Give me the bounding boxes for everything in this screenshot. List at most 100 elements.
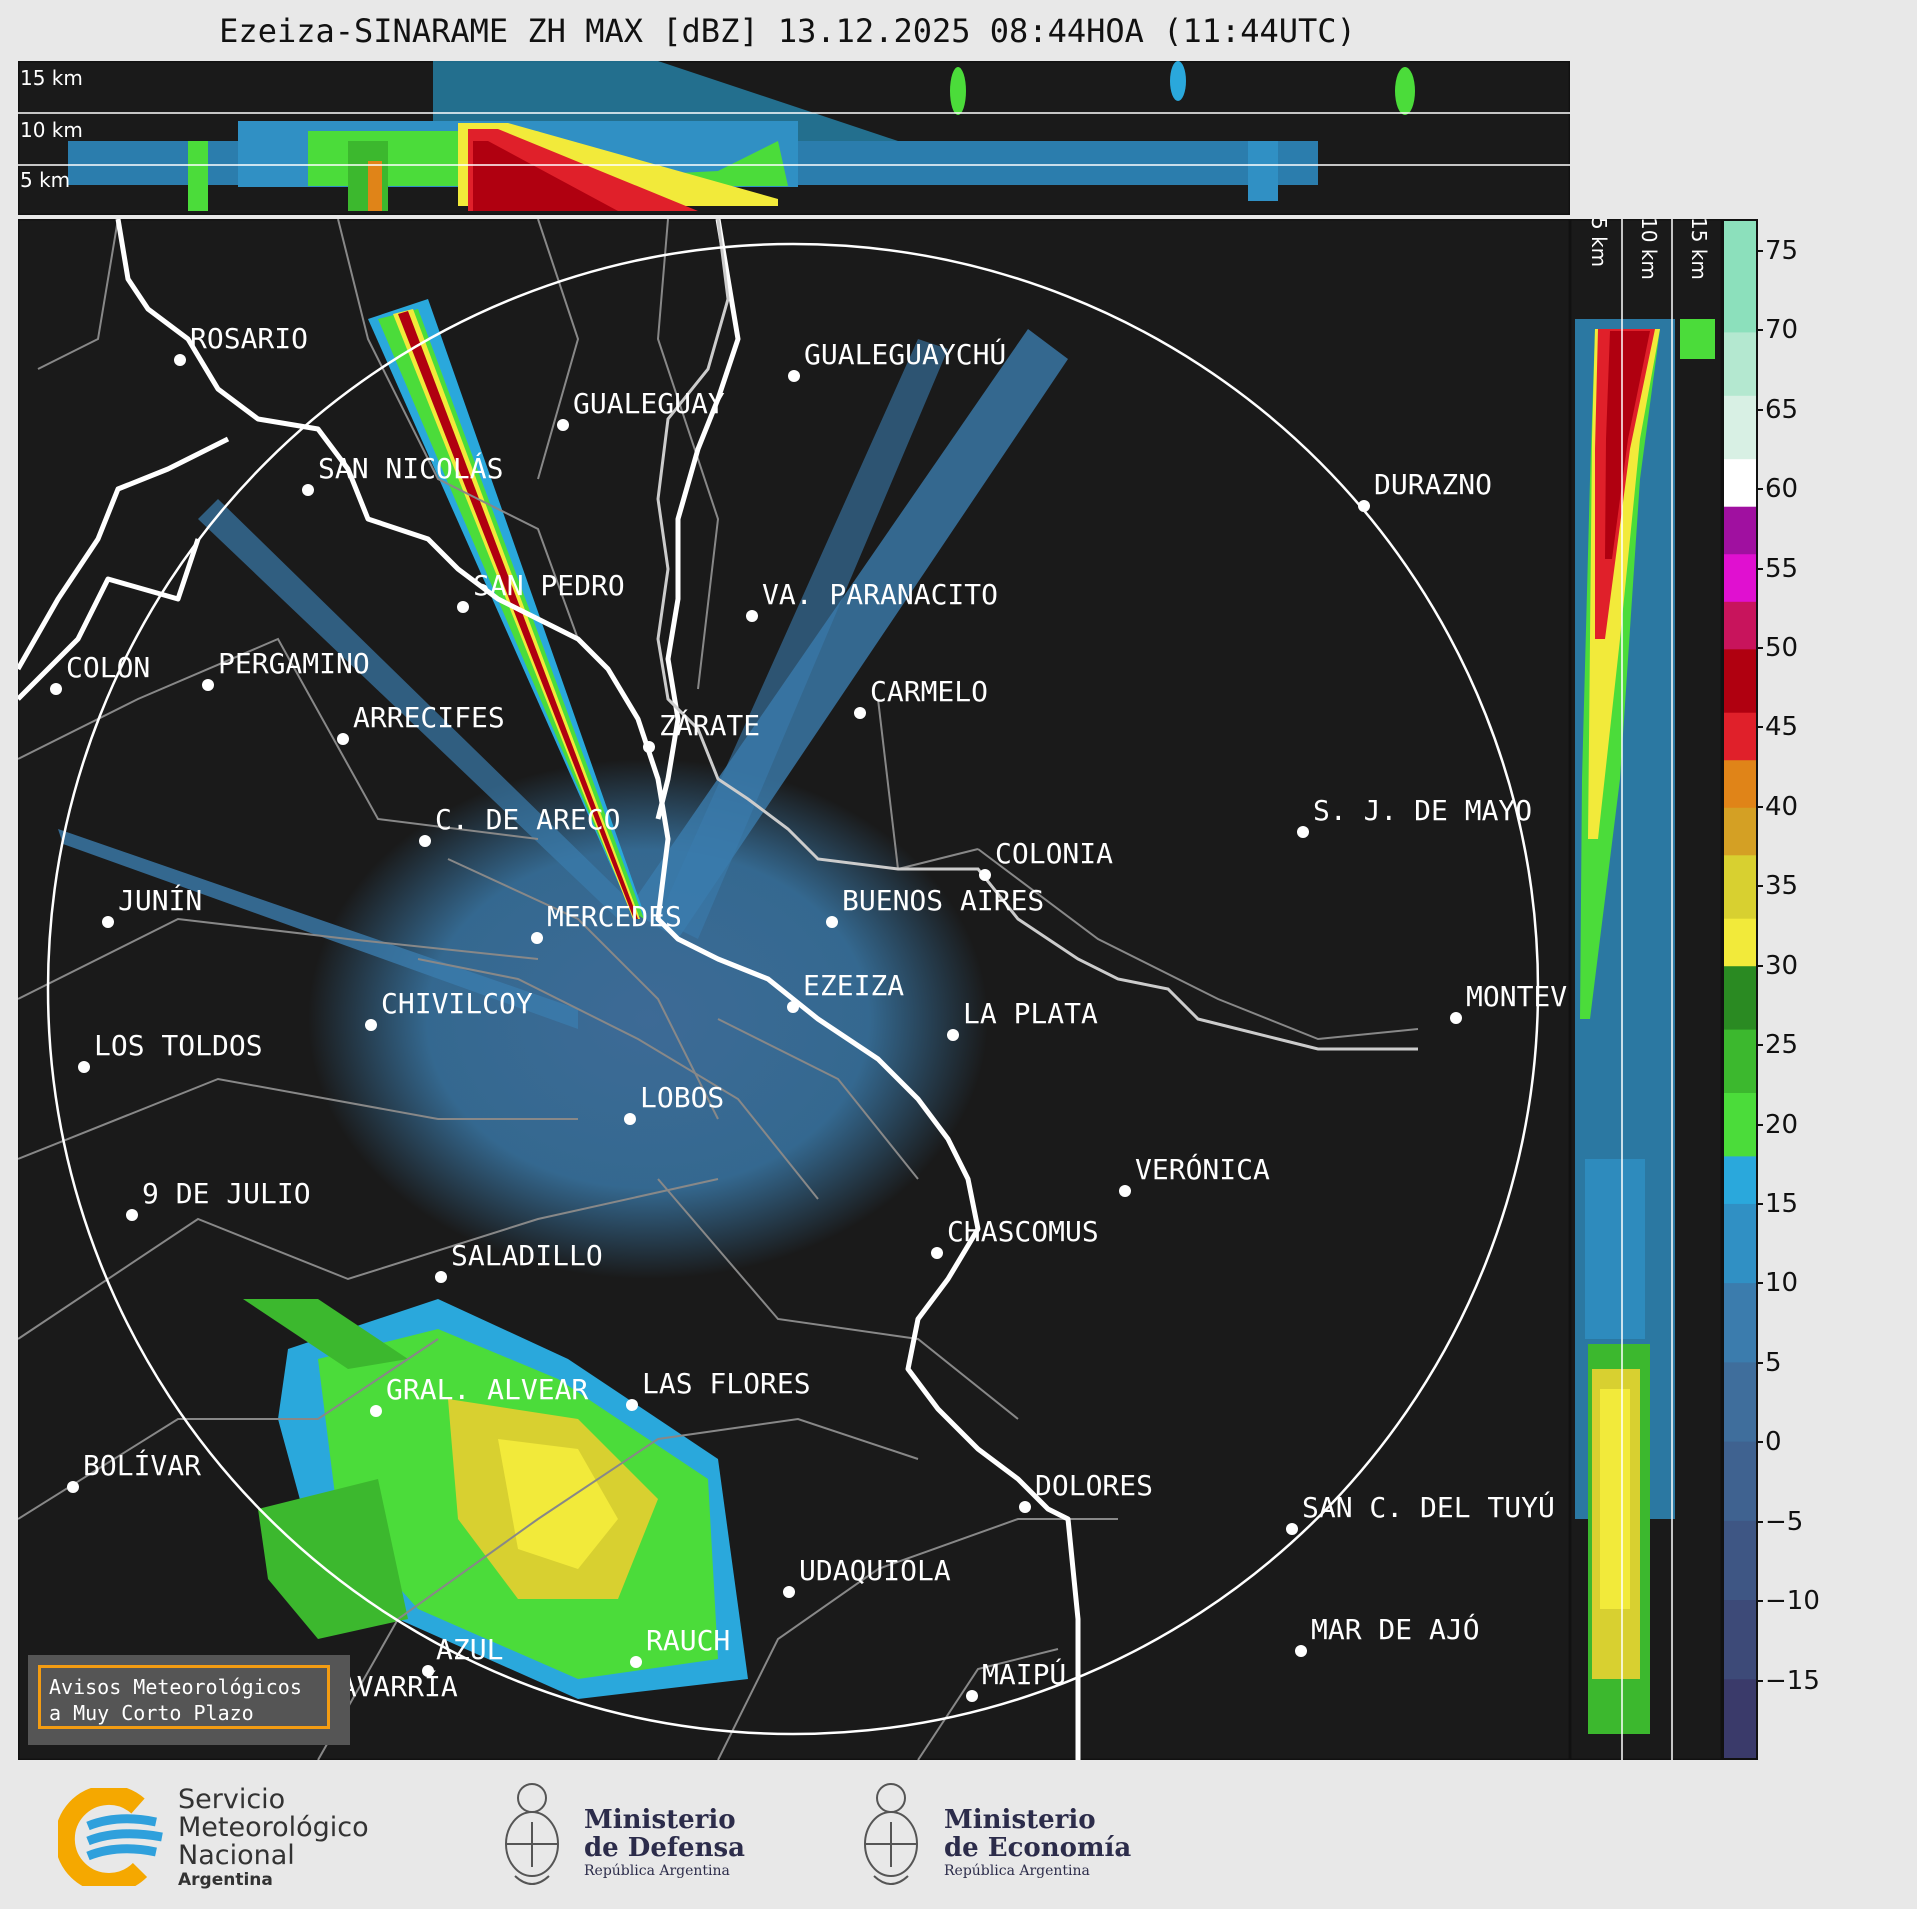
smn-line-3: Nacional bbox=[178, 1840, 295, 1871]
economia-line-2: de Economía bbox=[944, 1833, 1132, 1863]
svg-text:ZÁRATE: ZÁRATE bbox=[659, 708, 760, 742]
colorbar-tick-label: 30 bbox=[1765, 950, 1799, 981]
colorbar-band bbox=[1724, 1441, 1756, 1521]
smn-line-2: Meteorológico bbox=[178, 1812, 369, 1843]
svg-text:MONTEV: MONTEV bbox=[1466, 980, 1567, 1013]
colorbar-tick-label: 45 bbox=[1765, 712, 1799, 743]
colorbar-tick-label: 75 bbox=[1765, 235, 1799, 266]
economia-logo-text: Ministerio de Economía República Argenti… bbox=[944, 1806, 1131, 1880]
svg-text:SAN NICOLÁS: SAN NICOLÁS bbox=[318, 451, 503, 485]
svg-text:UDAQUIOLA: UDAQUIOLA bbox=[799, 1554, 951, 1587]
city-los-toldos: LOS TOLDOS bbox=[78, 1029, 263, 1073]
colorbar-tick bbox=[1757, 1361, 1763, 1364]
rio-de-la-plata-coast bbox=[656, 219, 1418, 1051]
coastlines bbox=[18, 219, 1081, 1760]
colorbar-band bbox=[1724, 506, 1756, 555]
vertical-label-5km: 5 km bbox=[1587, 219, 1611, 267]
city-9-de-julio: 9 DE JULIO bbox=[126, 1177, 311, 1221]
colorbar-band bbox=[1724, 553, 1756, 602]
colorbar-tick bbox=[1757, 1202, 1763, 1205]
city-ezeiza: EZEIZA bbox=[787, 969, 904, 1013]
svg-text:CARMELO: CARMELO bbox=[870, 675, 988, 708]
smn-logo-text: Servicio Meteorológico Nacional Argentin… bbox=[178, 1786, 369, 1891]
colorbar-tick bbox=[1757, 964, 1763, 967]
aviso-line-1: Avisos Meteorológicos bbox=[49, 1675, 302, 1699]
colorbar-tick-label: 35 bbox=[1765, 871, 1799, 902]
city-carmelo: CARMELO bbox=[854, 675, 988, 719]
aviso-box[interactable]: Avisos Meteorológicos a Muy Corto Plazo bbox=[28, 1655, 350, 1745]
svg-text:ROSARIO: ROSARIO bbox=[190, 322, 308, 355]
colorbar-band bbox=[1724, 1029, 1756, 1093]
svg-text:JUNÍN: JUNÍN bbox=[118, 883, 202, 917]
colorbar-band bbox=[1724, 221, 1756, 333]
colorbar-tick bbox=[1757, 1520, 1763, 1523]
defensa-line-3: República Argentina bbox=[584, 1863, 730, 1879]
height-label-10km: 10 km bbox=[20, 118, 83, 142]
colorbar-band bbox=[1724, 395, 1756, 460]
svg-text:ARRECIFES: ARRECIFES bbox=[353, 701, 505, 734]
svg-text:LOBOS: LOBOS bbox=[640, 1081, 724, 1114]
colorbar-tick bbox=[1757, 1044, 1763, 1047]
svg-text:LA PLATA: LA PLATA bbox=[963, 997, 1098, 1030]
svg-text:DURAZNO: DURAZNO bbox=[1374, 468, 1492, 501]
city-mar-de-ajo: MAR DE AJÓ bbox=[1295, 1612, 1480, 1657]
colorbar-band bbox=[1724, 1155, 1756, 1204]
smn-logo-icon bbox=[58, 1788, 163, 1886]
city-las-flores: LAS FLORES bbox=[626, 1367, 811, 1411]
svg-text:9 DE JULIO: 9 DE JULIO bbox=[142, 1177, 311, 1210]
colorbar-band bbox=[1724, 712, 1756, 761]
city-sj-de-mayo: S. J. DE MAYO bbox=[1297, 794, 1532, 838]
svg-text:S. J. DE MAYO: S. J. DE MAYO bbox=[1313, 794, 1532, 827]
colorbar-band bbox=[1724, 331, 1756, 396]
city-mercedes: MERCEDES bbox=[531, 900, 682, 944]
colorbar-tick-label: 50 bbox=[1765, 632, 1799, 663]
colorbar-tick bbox=[1757, 567, 1763, 570]
colorbar-tick bbox=[1757, 1441, 1763, 1444]
svg-text:CHIVILCOY: CHIVILCOY bbox=[381, 987, 533, 1020]
colorbar-tick bbox=[1757, 329, 1763, 332]
colorbar-band bbox=[1724, 965, 1756, 1030]
colorbar-tick bbox=[1757, 1123, 1763, 1126]
coat-of-arms-icon bbox=[864, 1783, 918, 1885]
aviso-link[interactable]: Avisos Meteorológicos a Muy Corto Plazo bbox=[38, 1665, 330, 1729]
colorbar-tick-label: 5 bbox=[1765, 1347, 1782, 1378]
right-height-profile: 5 km 10 km 15 km bbox=[1570, 219, 1722, 1760]
colorbar-band bbox=[1724, 1203, 1756, 1284]
svg-text:DOLORES: DOLORES bbox=[1035, 1469, 1153, 1502]
svg-text:RAUCH: RAUCH bbox=[646, 1624, 730, 1657]
city-va-paranacito: VA. PARANACITO bbox=[746, 578, 998, 622]
top-profile-echoes bbox=[68, 61, 1415, 211]
city-zarate: ZÁRATE bbox=[643, 708, 760, 753]
smn-line-4: Argentina bbox=[178, 1870, 273, 1890]
colorbar-band bbox=[1724, 1092, 1756, 1157]
city-azul: AZUL bbox=[422, 1633, 503, 1677]
colorbar-band bbox=[1724, 807, 1756, 856]
radar-map[interactable]: ROSARIO GUALEGUAYCHÚ GUALEGUAY SAN NICOL… bbox=[18, 219, 1570, 1760]
colorbar-band bbox=[1724, 1678, 1756, 1758]
colorbar-tick bbox=[1757, 885, 1763, 888]
city-gualeguaychu: GUALEGUAYCHÚ bbox=[788, 337, 1006, 382]
svg-text:CHASCOMUS: CHASCOMUS bbox=[947, 1215, 1099, 1248]
svg-text:VERÓNICA: VERÓNICA bbox=[1135, 1152, 1270, 1186]
svg-text:AZUL: AZUL bbox=[436, 1633, 503, 1666]
top-height-profile: 15 km 10 km 5 km bbox=[18, 61, 1570, 215]
svg-text:LOS TOLDOS: LOS TOLDOS bbox=[94, 1029, 263, 1062]
colorbar-tick-label: −5 bbox=[1765, 1506, 1804, 1537]
city-san-c-del-tuyu: SAN C. DEL TUYÚ bbox=[1286, 1490, 1555, 1535]
svg-text:EZEIZA: EZEIZA bbox=[803, 969, 904, 1002]
city-veronica: VERÓNICA bbox=[1119, 1152, 1270, 1197]
svg-text:VA. PARANACITO: VA. PARANACITO bbox=[762, 578, 998, 611]
city-durazno: DURAZNO bbox=[1358, 468, 1492, 512]
colorbar-tick bbox=[1757, 1282, 1763, 1285]
colorbar-tick bbox=[1757, 646, 1763, 649]
colorbar-tick-label: 20 bbox=[1765, 1109, 1799, 1140]
city-colonia: COLONIA bbox=[979, 837, 1113, 881]
city-arrecifes: ARRECIFES bbox=[337, 701, 505, 745]
svg-text:COLON: COLON bbox=[66, 651, 150, 684]
city-san-nicolas: SAN NICOLÁS bbox=[302, 451, 503, 496]
svg-text:MERCEDES: MERCEDES bbox=[547, 900, 682, 933]
city-buenos-aires: BUENOS AIRES bbox=[826, 884, 1044, 928]
colorbar-tick-label: 10 bbox=[1765, 1268, 1799, 1299]
colorbar-band bbox=[1724, 458, 1756, 507]
city-gualeguay: GUALEGUAY bbox=[557, 387, 725, 431]
